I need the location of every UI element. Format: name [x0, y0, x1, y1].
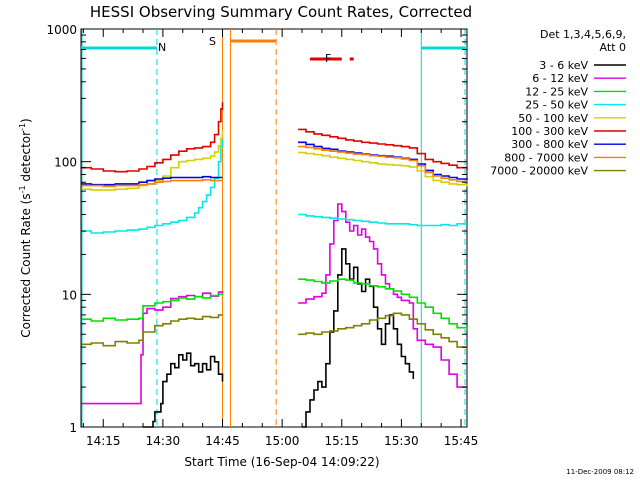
y-axis-label-sup1: -1 — [18, 185, 27, 193]
legend-label-7: 800 - 7000 keV — [504, 151, 588, 164]
y-tick-label-3: 1000 — [46, 23, 77, 37]
footer-timestamp: 11-Dec-2009 08:12 — [566, 468, 634, 476]
y-axis-label-sup2: -1 — [18, 123, 27, 131]
series-line-1-seg-1 — [298, 203, 467, 388]
x-tick-label-5: 15:30 — [384, 434, 419, 448]
legend-header-2: Att 0 — [600, 41, 626, 54]
series-line-8-seg-1 — [298, 312, 468, 351]
x-tick-label-0: 14:15 — [86, 434, 121, 448]
legend-label-1: 6 - 12 keV — [532, 72, 588, 85]
series-line-3-seg-1 — [298, 213, 467, 227]
series-line-4-seg-0 — [81, 129, 224, 191]
annotation-night: N — [158, 41, 166, 54]
series-line-3-seg-0 — [81, 134, 224, 234]
x-tick-label-3: 15:00 — [265, 434, 300, 448]
series-line-7-seg-1 — [298, 145, 468, 183]
interval-markers — [81, 29, 467, 427]
y-axis-label-mid: detector — [19, 131, 33, 186]
x-axis-label: Start Time (16-Sep-04 14:09:22) — [184, 455, 379, 469]
series-line-4-seg-1 — [298, 151, 468, 187]
y-tick-label-2: 100 — [54, 156, 77, 170]
series-line-5-seg-1 — [298, 128, 468, 170]
y-axis-label-main: Corrected Count Rate (s — [19, 193, 33, 337]
legend-header-1: Det 1,3,4,5,6,9, — [540, 28, 626, 41]
series-line-7-seg-0 — [81, 179, 223, 188]
series-line-0-seg-1 — [302, 248, 415, 428]
x-tick-label-6: 15:45 — [444, 434, 479, 448]
series-line-0-seg-0 — [143, 352, 224, 428]
series-line-1-seg-0 — [81, 291, 224, 405]
legend-label-6: 300 - 800 keV — [511, 138, 588, 151]
annotation-saa: S — [209, 35, 216, 48]
series-line-2-seg-1 — [298, 278, 468, 330]
axis-ticks: 14:15 14:30 14:45 15:00 15:15 15:30 15:45 1 10 10… — [46, 23, 478, 448]
x-tick-label-2: 14:45 — [205, 434, 240, 448]
legend-label-4: 50 - 100 keV — [518, 112, 588, 125]
series-layer — [81, 102, 468, 428]
plot-frame — [80, 28, 468, 428]
y-tick-label-1: 10 — [62, 288, 77, 302]
series-line-6-seg-0 — [81, 175, 223, 186]
plot-frame-rect — [80, 28, 468, 428]
y-tick-label-0: 1 — [69, 421, 77, 435]
y-axis-label: Corrected Count Rate (s-1 detector-1) — [18, 118, 33, 337]
legend-label-2: 12 - 25 keV — [525, 85, 588, 98]
x-tick-label-4: 15:15 — [324, 434, 359, 448]
annotations: N S F — [158, 35, 331, 65]
series-line-5-seg-0 — [81, 102, 224, 173]
legend-label-3: 25 - 50 keV — [525, 99, 588, 112]
legend-label-8: 7000 - 20000 keV — [490, 165, 588, 178]
series-line-8-seg-0 — [81, 314, 224, 347]
annotation-flare: F — [325, 52, 331, 65]
chart-title: HESSI Observing Summary Count Rates, Cor… — [90, 3, 472, 21]
series-line-2-seg-0 — [81, 293, 224, 322]
y-axis-label-end: ) — [19, 118, 33, 123]
legend-label-5: 100 - 300 keV — [511, 125, 588, 138]
legend-label-0: 3 - 6 keV — [539, 59, 588, 72]
x-tick-label-1: 14:30 — [146, 434, 181, 448]
